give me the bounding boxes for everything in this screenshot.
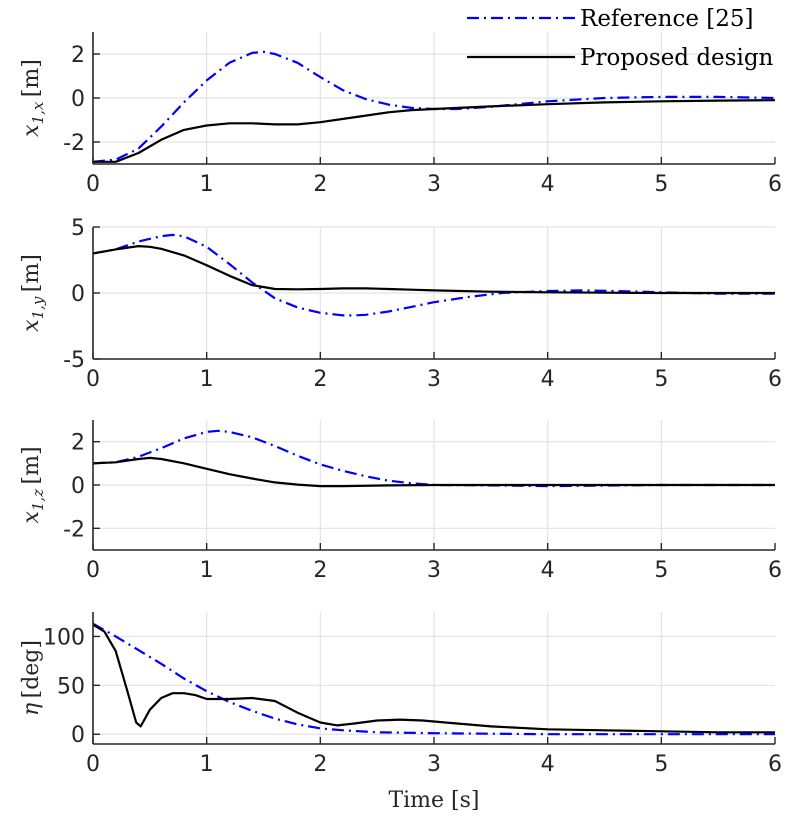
x-tick-label: 3	[427, 752, 441, 777]
x-tick-label: 6	[768, 752, 782, 777]
y-axis-label: η [deg]	[19, 640, 44, 716]
x-tick-label: 6	[768, 172, 782, 197]
y-axis-label: x1,y [m]	[19, 254, 47, 332]
x-tick-label: 4	[541, 172, 555, 197]
x-axis-label: Time [s]	[388, 788, 479, 813]
y-tick-label: 0	[71, 474, 85, 499]
y-tick-label: 50	[57, 674, 85, 699]
y-tick-label: 5	[71, 216, 85, 241]
series-line-reference	[92, 233, 775, 317]
legend-label: Reference [25]	[580, 6, 754, 32]
panel-2: 0 1 2 3 4 5 650-5x1,y [m]	[19, 216, 782, 392]
x-tick-label: 4	[541, 367, 555, 392]
y-axis-label: x1,z [m]	[19, 446, 47, 523]
series-line-proposed	[93, 99, 776, 163]
series-line-proposed	[92, 456, 775, 488]
panel-3: 0 1 2 3 4 5 620-2x1,z [m]	[19, 420, 782, 583]
legend-label: Proposed design	[580, 45, 774, 71]
y-tick-label: 0	[71, 87, 85, 112]
y-tick-label: -2	[63, 517, 85, 542]
y-tick-label: -5	[63, 348, 85, 373]
series-line-reference	[92, 50, 776, 163]
x-tick-label: 1	[200, 172, 214, 197]
x-tick-label: 3	[427, 558, 441, 583]
y-tick-label: 100	[43, 625, 85, 650]
x-tick-label: 1	[200, 752, 214, 777]
x-tick-label: 5	[654, 752, 668, 777]
x-tick-label: 2	[313, 367, 327, 392]
x-tick-label: 0	[86, 752, 100, 777]
y-tick-label: 2	[71, 43, 85, 68]
series-line-proposed	[92, 245, 775, 295]
x-tick-label: 5	[654, 558, 668, 583]
panel-4: 0 1 2 3 4 5 6 100 50 0 η [deg] Time [s]	[19, 612, 782, 813]
y-tick-label: 2	[71, 431, 85, 456]
y-tick-label: 0	[71, 723, 85, 748]
x-tick-label: 6	[768, 367, 782, 392]
panel-1: 0 1 2 3 4 5 620-2x1,x [m]Reference [25]Propose…	[19, 6, 782, 197]
x-tick-label: 0	[86, 367, 100, 392]
x-tick-label: 0	[86, 172, 100, 197]
x-tick-label: 5	[654, 367, 668, 392]
x-tick-label: 0	[86, 558, 100, 583]
x-tick-label: 4	[541, 752, 555, 777]
x-tick-label: 5	[654, 172, 668, 197]
series-line-reference	[92, 622, 775, 736]
legend: Reference [25] Proposed design	[467, 6, 774, 71]
x-tick-label: 1	[200, 558, 214, 583]
x-tick-label: 1	[200, 367, 214, 392]
x-tick-label: 4	[541, 558, 555, 583]
grid	[93, 32, 775, 164]
x-tick-label: 3	[427, 367, 441, 392]
x-tick-label: 6	[768, 558, 782, 583]
y-tick-label: -2	[63, 131, 85, 156]
x-tick-label: 2	[313, 558, 327, 583]
series-line-proposed	[92, 623, 775, 734]
y-axis-label: x1,x [m]	[19, 59, 47, 137]
grid	[93, 612, 775, 744]
y-tick-label: 0	[71, 282, 85, 307]
x-tick-label: 2	[313, 752, 327, 777]
x-tick-label: 2	[313, 172, 327, 197]
x-tick-label: 3	[427, 172, 441, 197]
